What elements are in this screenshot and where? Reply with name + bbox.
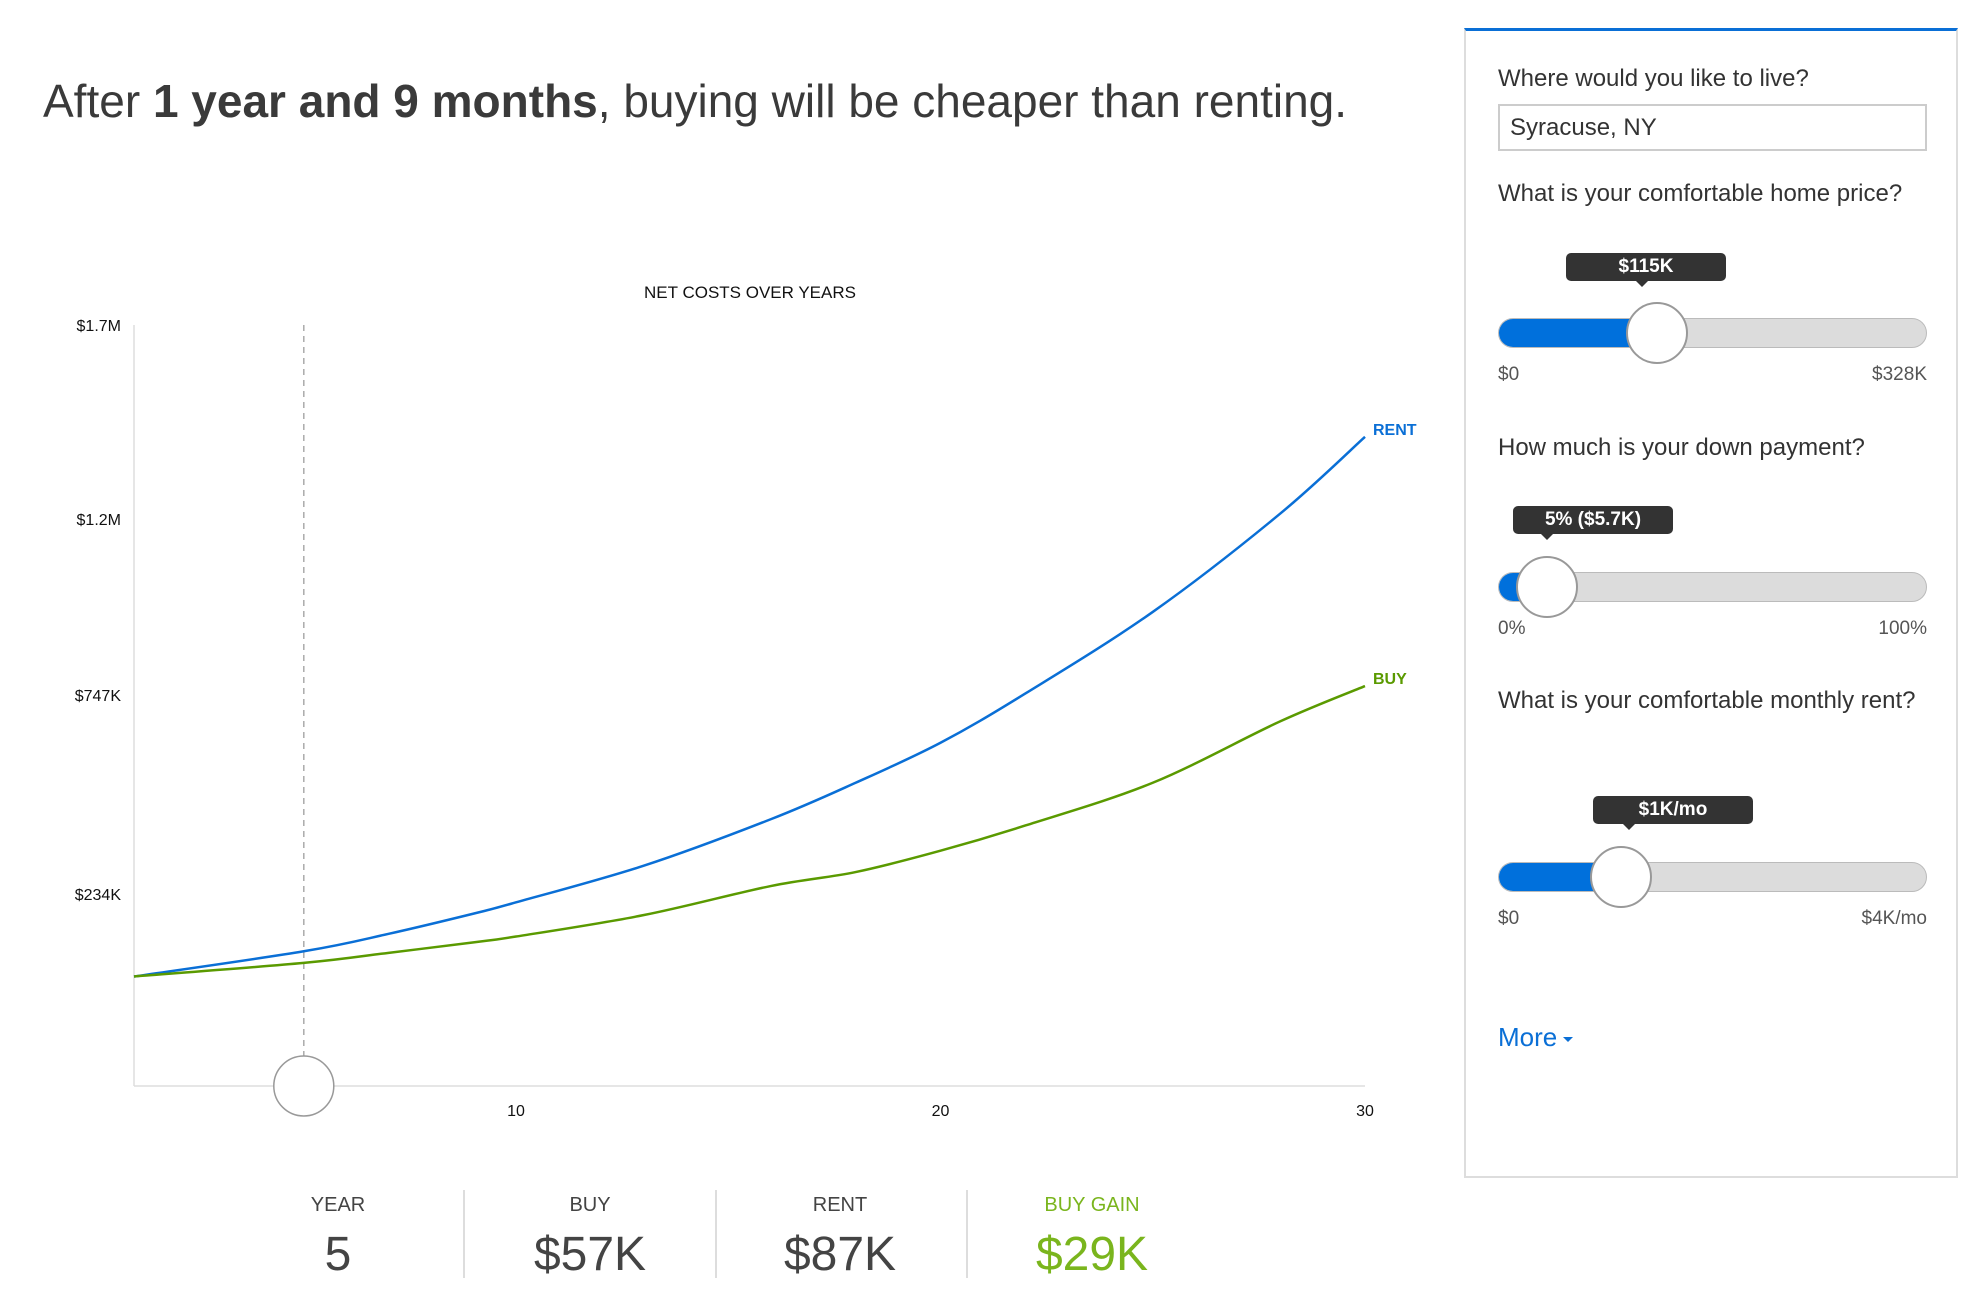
- page-headline: After 1 year and 9 months, buying will b…: [43, 74, 1347, 128]
- settings-panel: [1464, 28, 1958, 1178]
- stat-value: $29K: [1035, 1228, 1149, 1281]
- x-tick-label: 30: [1356, 1103, 1374, 1120]
- home-price-max: $328K: [1872, 364, 1927, 385]
- stat-buy-gain: BUY GAIN $29K: [967, 1190, 1217, 1282]
- rent-tooltip: $1K/mo: [1593, 796, 1753, 830]
- series-label-buy: BUY: [1373, 671, 1407, 688]
- down-payment-tooltip: 5% ($5.7K): [1513, 506, 1673, 540]
- down-payment-slider-thumb[interactable]: [1516, 556, 1579, 618]
- location-input[interactable]: [1498, 104, 1927, 151]
- net-costs-chart: NET COSTS OVER YEARS $1.7M $1.2M $747K $234…: [75, 283, 1417, 1120]
- stat-buy: BUY $57K: [465, 1190, 715, 1282]
- headline-prefix: After: [43, 75, 153, 127]
- down-payment-min: 0%: [1498, 618, 1526, 639]
- headline-suffix: , buying will be cheaper than renting.: [597, 75, 1348, 127]
- year-slider-handle[interactable]: [273, 1055, 335, 1117]
- rent-slider-thumb[interactable]: [1589, 846, 1652, 908]
- stat-year: YEAR 5: [213, 1190, 463, 1282]
- down-payment-label: How much is your down payment?: [1498, 434, 1865, 461]
- stat-label: YEAR: [310, 1194, 366, 1216]
- stat-label: RENT: [812, 1194, 868, 1216]
- stat-value: $57K: [533, 1228, 647, 1281]
- more-label: More: [1498, 1022, 1558, 1052]
- divider: [966, 1190, 968, 1278]
- x-tick-label: 10: [507, 1103, 525, 1120]
- home-price-min: $0: [1498, 364, 1520, 385]
- rent-label: What is your comfortable monthly rent?: [1498, 687, 1916, 714]
- rent-max: $4K/mo: [1861, 908, 1927, 929]
- series-label-rent: RENT: [1373, 422, 1417, 439]
- stat-value: $87K: [783, 1228, 897, 1281]
- location-label: Where would you like to live?: [1498, 65, 1809, 92]
- series-line-rent: [133, 435, 1366, 978]
- home-price-label: What is your comfortable home price?: [1498, 180, 1903, 207]
- home-price-tooltip: $115K: [1566, 253, 1726, 287]
- headline-emphasis: 1 year and 9 months: [152, 75, 598, 127]
- home-price-slider[interactable]: [1498, 318, 1927, 348]
- x-tick-label: 20: [932, 1103, 950, 1120]
- stat-value: 5: [324, 1228, 352, 1281]
- more-toggle[interactable]: More: [1498, 1022, 1574, 1053]
- divider: [463, 1190, 465, 1278]
- chart-title: NET COSTS OVER YEARS: [644, 283, 856, 302]
- y-tick-label: $747K: [75, 688, 122, 705]
- y-tick-label: $1.2M: [77, 512, 121, 529]
- stat-label: BUY: [569, 1194, 611, 1216]
- stat-rent: RENT $87K: [715, 1190, 965, 1282]
- down-payment-max: 100%: [1878, 618, 1927, 639]
- y-tick-label: $234K: [75, 887, 122, 904]
- caret-down-icon: [1563, 1036, 1574, 1042]
- y-tick-label: $1.7M: [77, 318, 121, 335]
- rent-min: $0: [1498, 908, 1520, 929]
- stat-label: BUY GAIN: [1044, 1194, 1140, 1216]
- rent-slider[interactable]: [1498, 862, 1927, 892]
- divider: [715, 1190, 717, 1278]
- home-price-slider-thumb[interactable]: [1626, 302, 1689, 364]
- series-line-buy: [133, 684, 1366, 978]
